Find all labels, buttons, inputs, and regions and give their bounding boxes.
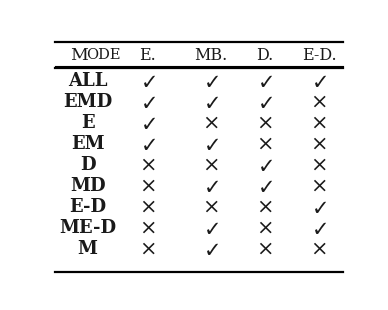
Text: ODE: ODE: [86, 48, 121, 62]
Text: $\checkmark$: $\checkmark$: [203, 176, 219, 197]
Text: ×: ×: [310, 156, 328, 175]
Text: $\checkmark$: $\checkmark$: [203, 134, 219, 154]
Text: E: E: [81, 114, 94, 132]
Text: ×: ×: [139, 240, 156, 259]
Text: ×: ×: [310, 93, 328, 112]
Text: $\checkmark$: $\checkmark$: [257, 71, 273, 91]
Text: M: M: [70, 46, 88, 64]
Text: D.: D.: [256, 46, 274, 64]
Text: ×: ×: [310, 240, 328, 259]
Text: $\checkmark$: $\checkmark$: [203, 239, 219, 259]
Text: $\checkmark$: $\checkmark$: [140, 113, 156, 133]
Text: ×: ×: [310, 177, 328, 196]
Text: $\checkmark$: $\checkmark$: [311, 71, 327, 91]
Text: $\checkmark$: $\checkmark$: [257, 155, 273, 175]
Text: ×: ×: [139, 219, 156, 238]
Text: $\checkmark$: $\checkmark$: [140, 134, 156, 154]
Text: $\checkmark$: $\checkmark$: [203, 219, 219, 238]
Text: $\checkmark$: $\checkmark$: [140, 92, 156, 112]
Text: ×: ×: [256, 198, 274, 217]
Text: $\checkmark$: $\checkmark$: [257, 92, 273, 112]
Text: ME-D: ME-D: [59, 219, 116, 237]
Text: ALL: ALL: [68, 72, 107, 90]
Text: ×: ×: [310, 114, 328, 133]
Text: ×: ×: [139, 177, 156, 196]
Text: ×: ×: [256, 219, 274, 238]
Text: $\checkmark$: $\checkmark$: [140, 71, 156, 91]
Text: MD: MD: [70, 177, 106, 195]
Text: ×: ×: [139, 198, 156, 217]
Text: $\checkmark$: $\checkmark$: [203, 71, 219, 91]
Text: ×: ×: [256, 240, 274, 259]
Text: M: M: [78, 240, 98, 259]
Text: MB.: MB.: [194, 46, 227, 64]
Text: E-D.: E-D.: [302, 46, 336, 64]
Text: EM: EM: [71, 135, 104, 153]
Text: ×: ×: [256, 114, 274, 133]
Text: EMD: EMD: [63, 93, 112, 111]
Text: $\checkmark$: $\checkmark$: [311, 219, 327, 238]
Text: ×: ×: [202, 156, 220, 175]
Text: ×: ×: [139, 156, 156, 175]
Text: ×: ×: [202, 198, 220, 217]
Text: E-D: E-D: [69, 198, 106, 216]
Text: ×: ×: [202, 114, 220, 133]
Text: ×: ×: [256, 135, 274, 154]
Text: $\checkmark$: $\checkmark$: [203, 92, 219, 112]
Text: $\checkmark$: $\checkmark$: [311, 197, 327, 217]
Text: D: D: [80, 156, 95, 175]
Text: E.: E.: [139, 46, 156, 64]
Text: $\checkmark$: $\checkmark$: [257, 176, 273, 197]
Text: ×: ×: [310, 135, 328, 154]
